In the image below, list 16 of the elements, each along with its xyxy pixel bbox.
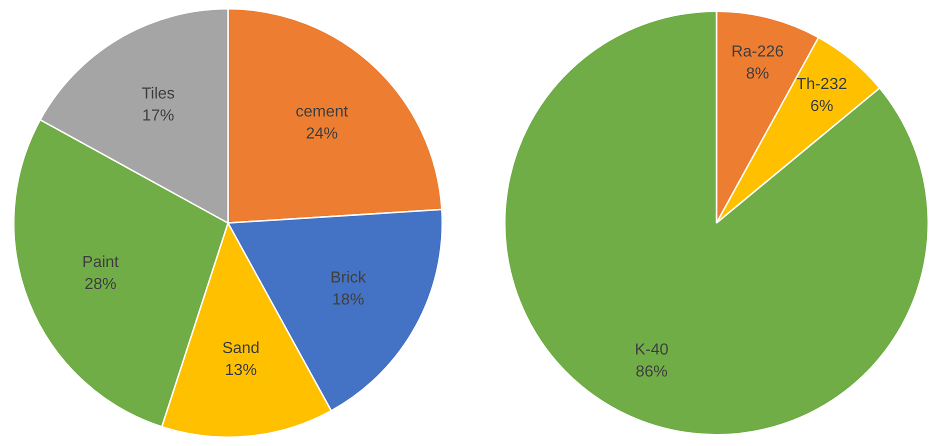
data-label: 17% — [142, 107, 174, 124]
data-label: 24% — [306, 125, 338, 142]
data-label: 28% — [84, 276, 117, 293]
data-label: 13% — [224, 362, 257, 379]
slice-label: Sand — [222, 340, 260, 357]
data-label: 8% — [746, 65, 770, 82]
data-label: 6% — [810, 98, 834, 116]
slice-label: Th-232 — [796, 76, 848, 94]
data-label: 18% — [332, 291, 364, 308]
slice-label: Ra-226 — [731, 43, 784, 60]
slice-label: K-40 — [634, 341, 669, 358]
slice-label: Tiles — [142, 85, 175, 102]
slice-label: Brick — [330, 269, 367, 286]
data-label: 86% — [636, 363, 668, 380]
slice-label: cement — [296, 103, 349, 120]
slice-label: Paint — [82, 254, 120, 271]
